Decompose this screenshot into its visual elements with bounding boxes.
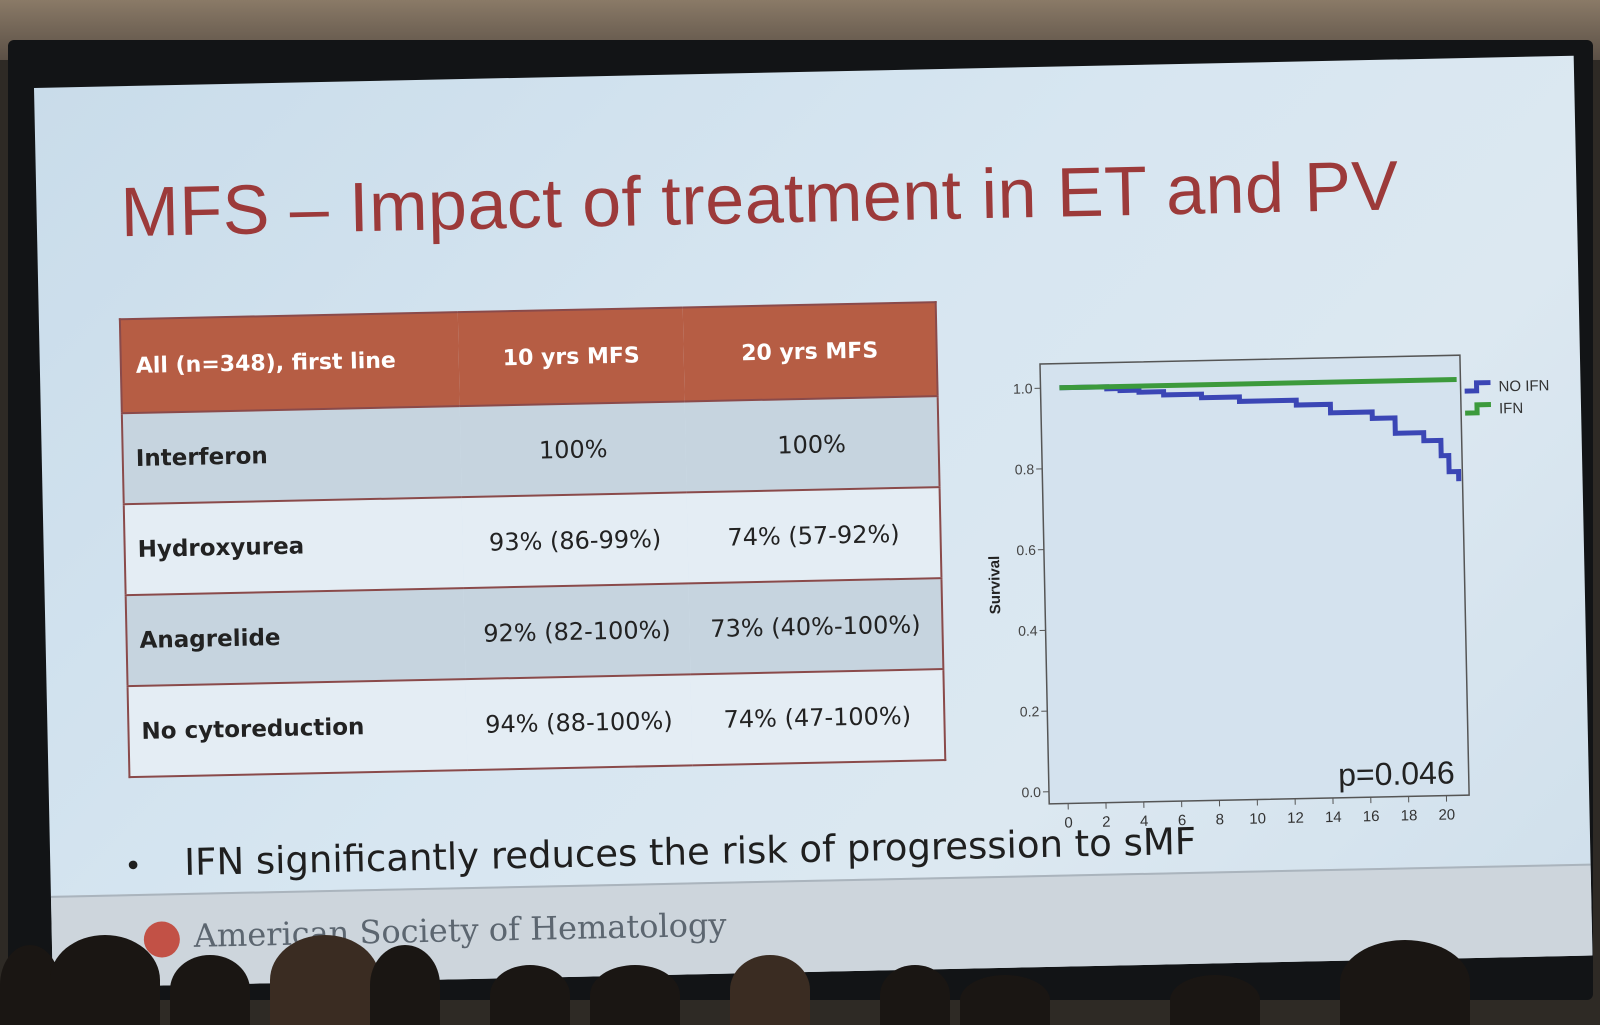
presentation-slide: MFS – Impact of treatment in ET and PV A… [34, 56, 1593, 988]
y-tick-label: 0.6 [1016, 542, 1036, 558]
audience-head [370, 945, 440, 1025]
row-label: No cytoreduction [128, 679, 468, 777]
table-row: Anagrelide 92% (82-100%) 73% (40%-100%) [126, 578, 944, 686]
table-row: No cytoreduction 94% (88-100%) 74% (47-1… [128, 669, 946, 777]
legend-swatch [1464, 383, 1490, 392]
slide-title: MFS – Impact of treatment in ET and PV [120, 145, 1400, 252]
x-tick-label: 18 [1400, 807, 1417, 824]
row-label: Anagrelide [126, 588, 466, 686]
cell-10yr: 92% (82-100%) [464, 583, 691, 679]
x-tick-label: 20 [1438, 806, 1455, 823]
p-value-annotation: p=0.046 [1338, 754, 1455, 792]
cell-10yr: 94% (88-100%) [466, 674, 693, 770]
x-tick-label: 8 [1216, 811, 1225, 828]
table-row: Hydroxyurea 93% (86-99%) 74% (57-92%) [124, 487, 942, 595]
audience-head [490, 965, 570, 1025]
audience-head [960, 975, 1050, 1025]
y-tick-label: 0.8 [1015, 461, 1035, 477]
audience-head [1170, 975, 1260, 1025]
cell-20yr: 74% (47-100%) [690, 669, 945, 765]
audience-head [880, 965, 950, 1025]
table-header-row: All (n=348), first line 10 yrs MFS 20 yr… [120, 302, 938, 413]
x-tick-label: 14 [1325, 809, 1342, 826]
y-tick-label: 0.4 [1018, 623, 1038, 639]
table-row: Interferon 100% 100% [122, 396, 940, 504]
table-header-cell: 20 yrs MFS [683, 302, 938, 401]
survival-chart-svg: 0.00.20.40.60.81.002468101214161820Years… [943, 278, 1564, 831]
cell-10yr: 100% [460, 401, 687, 497]
audience-head [1340, 940, 1470, 1025]
mfs-table: All (n=348), first line 10 yrs MFS 20 yr… [119, 301, 946, 778]
row-label: Hydroxyurea [124, 497, 464, 595]
table-header-cell: All (n=348), first line [120, 312, 460, 413]
audience-head [170, 955, 250, 1025]
bullet-icon: • [124, 848, 185, 884]
plot-area [1040, 355, 1469, 804]
cell-10yr: 93% (86-99%) [462, 492, 689, 588]
x-tick-label: 12 [1287, 810, 1304, 827]
survival-chart: 0.00.20.40.60.81.002468101214161820Years… [943, 278, 1564, 831]
legend-label: NO IFN [1498, 377, 1549, 395]
y-tick-label: 1.0 [1013, 380, 1033, 396]
table-header-cell: 10 yrs MFS [458, 307, 685, 406]
cell-20yr: 73% (40%-100%) [688, 578, 943, 674]
row-label: Interferon [122, 406, 462, 504]
cell-20yr: 100% [685, 396, 940, 492]
audience-head [730, 955, 810, 1025]
y-axis-label: Survival [986, 556, 1004, 615]
legend-label: IFN [1499, 400, 1524, 418]
audience-silhouettes [0, 935, 1600, 1012]
audience-head [590, 965, 680, 1025]
y-tick-label: 0.2 [1020, 703, 1040, 719]
cell-20yr: 74% (57-92%) [687, 487, 942, 583]
x-tick-label: 16 [1363, 808, 1380, 825]
x-tick-label: 10 [1249, 810, 1266, 827]
y-tick-label: 0.0 [1021, 784, 1041, 800]
legend-swatch [1465, 405, 1491, 414]
